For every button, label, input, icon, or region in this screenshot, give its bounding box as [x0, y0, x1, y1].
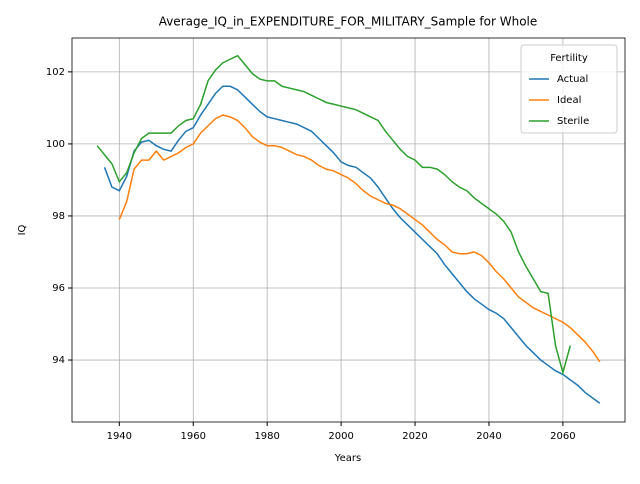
y-tick-label: 94 — [52, 355, 65, 366]
legend-title: Fertility — [550, 53, 588, 64]
legend-label: Sterile — [557, 116, 589, 127]
x-tick-label: 2000 — [328, 431, 353, 442]
y-tick-label: 98 — [52, 211, 65, 222]
x-tick-label: 1940 — [107, 431, 132, 442]
x-tick-label: 1980 — [254, 431, 279, 442]
line-series — [103, 85, 601, 404]
x-tick-label: 1960 — [181, 431, 206, 442]
x-tick-label: 2040 — [476, 431, 501, 442]
y-tick-label: 96 — [52, 283, 65, 294]
chart-title: Average_IQ_in_EXPENDITURE_FOR_MILITARY_S… — [159, 15, 538, 29]
x-tick-label: 2020 — [402, 431, 427, 442]
y-axis-label: IQ — [17, 224, 28, 235]
x-axis-label: Years — [334, 453, 361, 464]
x-tick-label: 2060 — [550, 431, 575, 442]
legend-box — [520, 44, 618, 134]
plot-frame — [71, 37, 626, 423]
line-series — [96, 54, 572, 376]
y-tick-label: 102 — [46, 67, 65, 78]
legend-label: Ideal — [557, 95, 581, 106]
legend-label: Actual — [557, 74, 588, 85]
y-tick-label: 100 — [46, 139, 65, 150]
line-series — [118, 114, 601, 363]
